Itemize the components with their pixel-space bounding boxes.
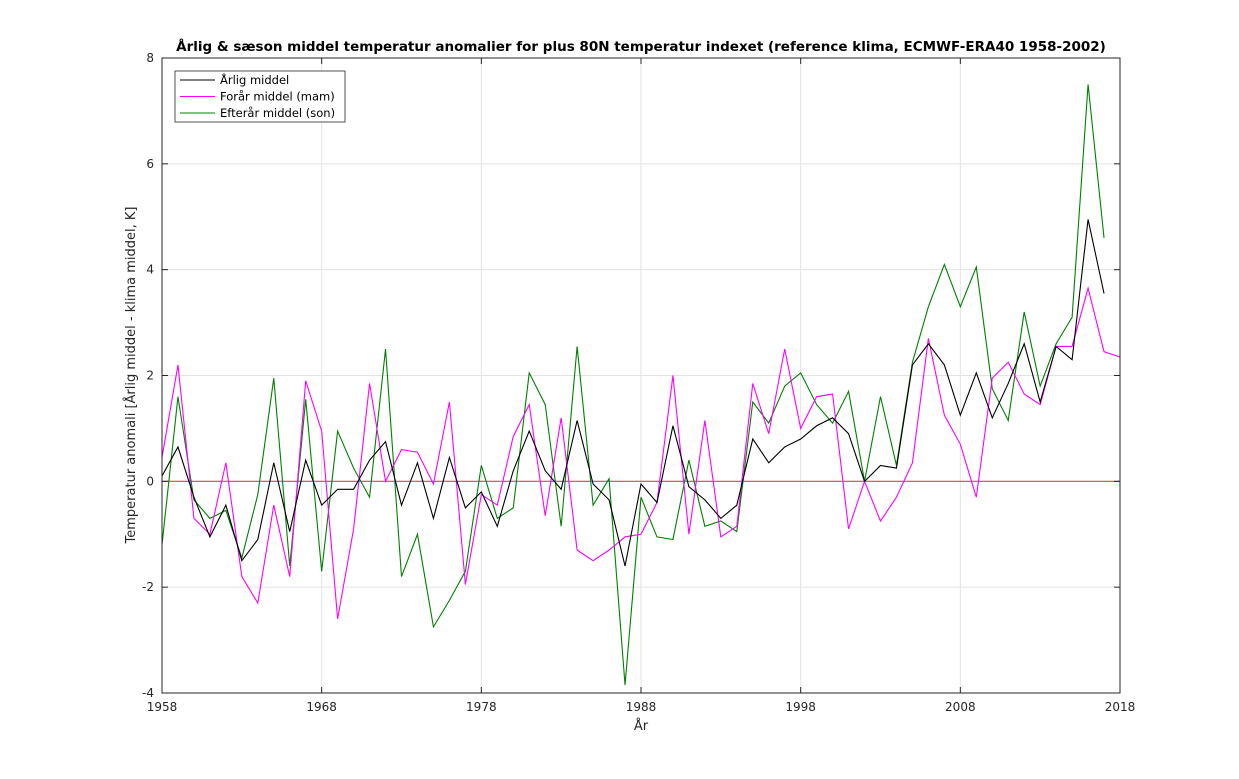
series-line-3 — [161, 84, 1105, 686]
legend-label-3: Efterår middel (son) — [220, 106, 335, 120]
y-tick-label: 4 — [146, 263, 154, 277]
x-tick-label: 1978 — [466, 700, 497, 714]
y-tick-label: 8 — [146, 51, 154, 65]
x-tick-label: 1998 — [785, 700, 816, 714]
y-tick-label: 6 — [146, 157, 154, 171]
y-tick-label: 0 — [146, 474, 154, 488]
y-tick-label: -2 — [142, 580, 154, 594]
x-tick-label: 1958 — [147, 700, 178, 714]
ticks: 1958 1968 1978 1988 1998 2008 2018 -4 -2 0 2 4 6 8 — [142, 51, 1135, 714]
x-tick-label: 1988 — [626, 700, 657, 714]
legend: Årlig middel Forår middel (mam) Efterår mi… — [174, 70, 346, 123]
series-line-2 — [161, 286, 1121, 620]
x-tick-label: 2008 — [945, 700, 976, 714]
x-tick-label: 2018 — [1105, 700, 1136, 714]
grid — [162, 58, 1120, 693]
series-group — [161, 84, 1121, 686]
x-tick-label: 1968 — [306, 700, 337, 714]
chart-title: Årlig & sæson middel temperatur anomalie… — [176, 38, 1106, 55]
legend-label-1: Årlig middel — [220, 72, 289, 87]
x-axis-label: År — [634, 718, 649, 734]
series-line-1 — [161, 219, 1105, 567]
legend-label-2: Forår middel (mam) — [220, 90, 335, 104]
y-axis-label: Temperatur anomali [Årlig middel - klima… — [123, 207, 139, 545]
y-tick-label: -4 — [142, 686, 154, 700]
y-tick-label: 2 — [146, 369, 154, 383]
